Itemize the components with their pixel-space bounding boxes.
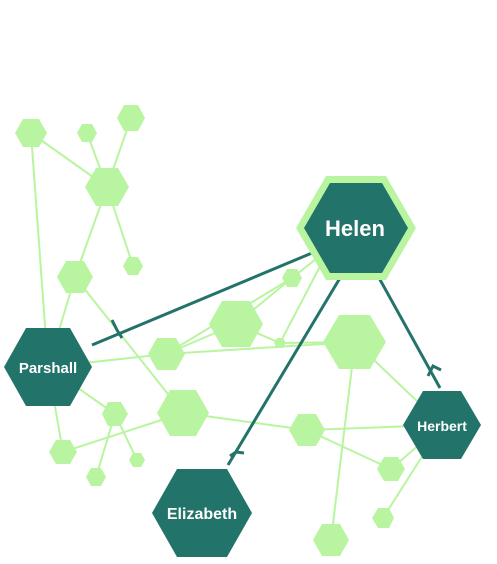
- minor-node: [102, 402, 128, 426]
- minor-node: [123, 257, 143, 275]
- node-helen-label: Helen: [325, 216, 385, 241]
- edge: [165, 341, 356, 355]
- arrowhead-elizabeth: [229, 450, 245, 458]
- minor-node: [117, 105, 145, 131]
- edge: [74, 276, 184, 414]
- node-herbert-label: Herbert: [417, 418, 467, 434]
- minor-node: [209, 301, 263, 347]
- node-helen[interactable]: Helen: [296, 176, 416, 280]
- minor-node: [148, 338, 185, 370]
- minor-node: [85, 168, 129, 206]
- minor-node: [15, 119, 47, 147]
- node-parshall[interactable]: Parshall: [4, 328, 92, 406]
- node-elizabeth-hex: [152, 469, 252, 557]
- minor-node: [377, 457, 405, 481]
- minor-node: [86, 468, 106, 486]
- node-parshall-label: Parshall: [19, 360, 77, 377]
- node-parshall-hex: [4, 328, 92, 406]
- node-elizabeth-label: Elizabeth: [167, 506, 237, 523]
- edge-helen-elizabeth: [226, 277, 342, 466]
- minor-node: [313, 524, 349, 556]
- minor-node: [372, 508, 394, 528]
- minor-node: [274, 338, 286, 348]
- node-herbert-hex: [403, 391, 481, 459]
- edge: [330, 341, 356, 541]
- minor-node: [49, 440, 77, 464]
- minor-node: [129, 453, 145, 467]
- minor-node: [77, 124, 97, 142]
- minor-node: [157, 390, 209, 436]
- node-herbert[interactable]: Herbert: [403, 391, 481, 459]
- minor-nodes: [15, 105, 405, 556]
- arrowhead-parshall: [110, 319, 124, 339]
- relationship-edges: [91, 251, 442, 466]
- minor-node: [57, 261, 93, 293]
- node-helen-hex: [304, 183, 408, 273]
- minor-node: [323, 315, 386, 369]
- minor-node: [289, 414, 325, 446]
- node-elizabeth[interactable]: Elizabeth: [152, 469, 252, 557]
- arrowhead-herbert: [426, 363, 442, 377]
- minor-node: [282, 269, 302, 287]
- edge-helen-parshall: [91, 251, 313, 347]
